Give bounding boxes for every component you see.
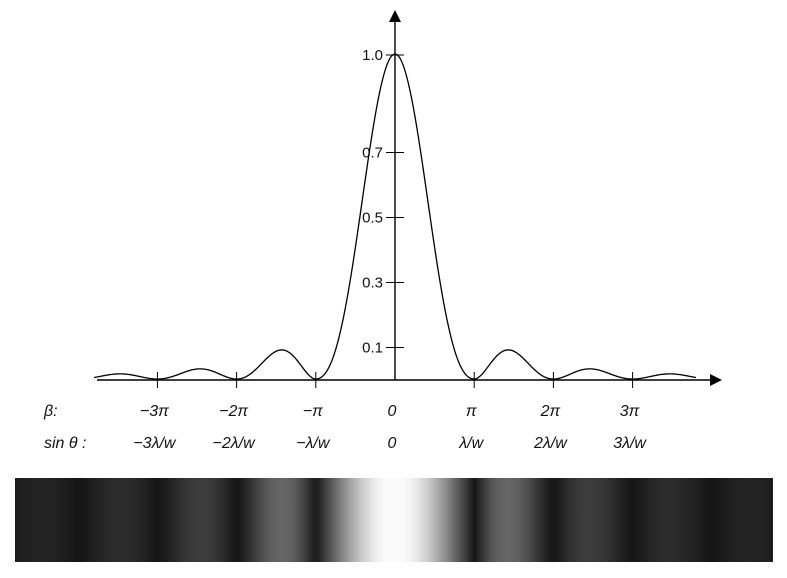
beta-tick-label: −π [303,403,323,420]
beta-row-label: β: [43,403,58,420]
sin-theta-tick-label: −2λ/w [213,435,257,452]
sin-theta-row-label: sin θ : [44,435,86,452]
sin-theta-tick-label: −3λ/w [133,435,177,452]
y-axis-arrow [389,10,401,22]
beta-tick-label: −2π [219,403,248,420]
sin-theta-tick-label: 3λ/w [613,435,647,452]
x-axis-arrow [710,374,722,386]
beta-tick-label: 2π [540,403,561,420]
sin-theta-tick-label: 2λ/w [533,435,568,452]
sin-theta-tick-label: −λ/w [296,435,331,452]
fringe-strip [15,478,773,562]
y-tick-label: 0.3 [362,275,383,292]
y-tick-label: 0.7 [362,145,383,162]
axes [97,10,722,386]
beta-tick-label: −3π [140,403,169,420]
intensity-curve [93,53,697,380]
axis-labels: β: sin θ : [43,403,86,452]
beta-tick-label: 0 [388,403,397,420]
y-tick-label: 0.1 [362,340,383,357]
beta-tick-label: π [466,403,477,420]
y-tick-label: 1.0 [362,47,383,64]
beta-tick-labels: −3π −2π −π 0 π 2π 3π [140,403,640,420]
y-tick-label: 0.5 [362,210,383,227]
sin-theta-tick-label: 0 [388,435,397,452]
y-ticks: 0.1 0.3 0.5 0.7 1.0 [362,47,404,357]
x-ticks [156,372,634,388]
sin-theta-tick-labels: −3λ/w −2λ/w −λ/w 0 λ/w 2λ/w 3λ/w [133,435,647,452]
beta-tick-label: 3π [620,403,640,420]
sin-theta-tick-label: λ/w [458,435,484,452]
